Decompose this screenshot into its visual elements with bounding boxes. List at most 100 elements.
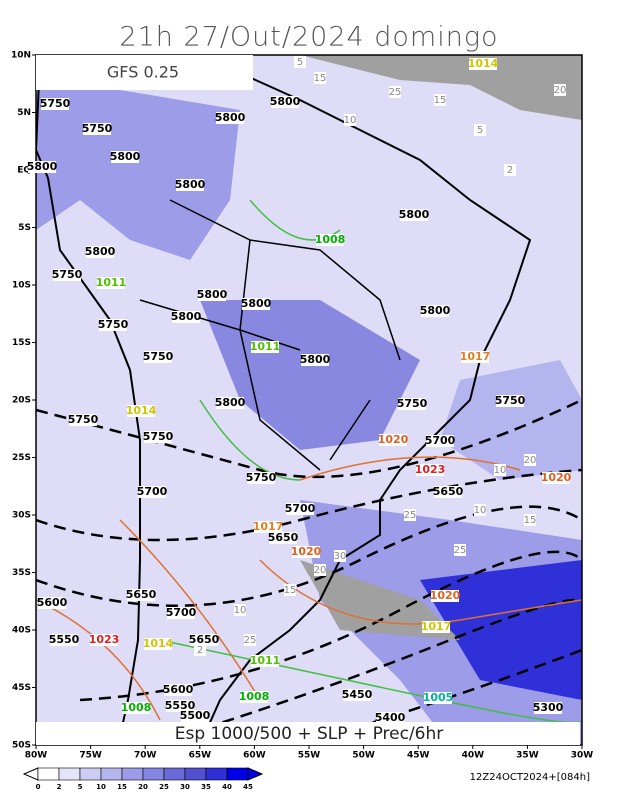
label-bg	[111, 151, 139, 163]
precip-area	[300, 560, 460, 640]
precip-label-bg	[494, 464, 506, 476]
label-bg	[269, 532, 297, 544]
label-bg	[247, 472, 275, 484]
colorbar-label: 5	[78, 783, 83, 791]
colorbar-segment	[205, 767, 228, 781]
precip-label-bg	[404, 509, 416, 521]
model-label: GFS 0.25	[107, 63, 179, 82]
label-bg	[242, 298, 270, 310]
contour-label-text: 1020	[291, 545, 322, 558]
contour-label-text: 1014	[143, 637, 174, 650]
precip-label: 10	[494, 465, 507, 476]
precip-label: 10	[344, 115, 357, 126]
label-bg	[416, 464, 444, 476]
label-bg	[97, 277, 125, 289]
contour-label-text: 5650	[433, 485, 464, 498]
label-bg	[240, 691, 268, 703]
contour-label-text: 5700	[285, 502, 316, 515]
contour-label-text: 1023	[415, 463, 446, 476]
label-bg	[176, 179, 204, 191]
lat-label: 5N	[17, 108, 31, 118]
contour-label: 1020	[291, 545, 322, 558]
contour-label: 5750	[40, 97, 71, 110]
border	[139, 199, 401, 471]
lon-label: 40W	[462, 751, 485, 761]
contour-label-text: 5750	[143, 350, 174, 363]
label-bg	[122, 702, 150, 714]
label-bg	[38, 597, 66, 609]
colorbar-segment	[163, 767, 186, 781]
contour-label: 5700	[285, 502, 316, 515]
contour-label: 1008	[239, 690, 269, 703]
precip-label-bg	[314, 72, 326, 84]
contour-label: 5650	[126, 588, 157, 601]
caption: Esp 1000/500 + SLP + Prec/6hr	[175, 724, 444, 744]
colorbar-segment	[58, 767, 81, 781]
label-bg	[41, 98, 69, 110]
contour-label-text: 1008	[121, 701, 152, 714]
contour-label-text: 1005	[423, 691, 454, 704]
label-bg	[190, 634, 218, 646]
contour-label-text: 5750	[98, 318, 129, 331]
label-bg	[271, 96, 299, 108]
label-bg	[86, 246, 114, 258]
contour-label-text: 1011	[250, 340, 281, 353]
colorbar-segment	[226, 767, 249, 781]
contour-label-text: 1020	[430, 589, 461, 602]
contour-label: 5800	[399, 208, 430, 221]
contour-label: 5750	[246, 471, 277, 484]
label-bg	[379, 434, 407, 446]
contour-label: 1011	[250, 340, 281, 353]
contour-label-text: 5750	[68, 413, 99, 426]
caption-box	[36, 722, 580, 745]
contour-label-text: 5800	[420, 304, 451, 317]
colorbar-label: 35	[201, 783, 211, 791]
precip-label: 15	[314, 73, 327, 84]
colorbar-segment	[121, 767, 144, 781]
label-bg	[376, 712, 404, 724]
contour-label: 5700	[425, 434, 456, 447]
contour-label: 5650	[189, 633, 220, 646]
contour-label: 1011	[250, 654, 281, 667]
contour-label-text: 1011	[250, 654, 281, 667]
contour-label: 5750	[52, 268, 83, 281]
precip-label: 20	[314, 565, 327, 576]
contour-label-text: 1014	[126, 404, 157, 417]
contour-label-text: 5800	[175, 178, 206, 191]
label-bg	[292, 546, 320, 558]
contour-label-text: 5800	[215, 111, 246, 124]
lat-label: 5S	[18, 223, 31, 233]
contour-label-text: 1017	[421, 620, 452, 633]
colorbar-label: 20	[138, 783, 148, 791]
label-bg	[534, 702, 562, 714]
label-bg	[542, 472, 570, 484]
contour-label-text: 5750	[143, 430, 174, 443]
precip-label: 15	[524, 515, 537, 526]
label-bg	[144, 638, 172, 650]
precip-label-bg	[334, 550, 346, 562]
label-bg	[69, 414, 97, 426]
contour-label: 5400	[375, 711, 406, 724]
precip-label: 20	[524, 455, 537, 466]
contour-label: 5550	[165, 699, 196, 712]
lat-label: 10S	[12, 281, 31, 291]
precip-label-bg	[314, 564, 326, 576]
lat-label: 20S	[12, 396, 31, 406]
label-bg	[301, 354, 329, 366]
label-bg	[138, 486, 166, 498]
lon-label: 65W	[189, 751, 212, 761]
colorbar-segment	[79, 767, 102, 781]
precip-label-bg	[294, 56, 306, 68]
colorbar-label: 10	[96, 783, 106, 791]
contour-label-text: 5650	[189, 633, 220, 646]
contour-label: 5700	[137, 485, 168, 498]
contour-label-text: 5600	[163, 683, 194, 696]
contour-label-text: 5300	[533, 701, 564, 714]
label-bg	[254, 521, 282, 533]
precip-label-bg	[244, 634, 256, 646]
contour-label: 5750	[397, 397, 428, 410]
contour-label-text: 1017	[253, 520, 284, 533]
contour-label: 5800	[27, 160, 58, 173]
precip-label-bg	[234, 604, 246, 616]
precip-label-bg	[194, 644, 206, 656]
